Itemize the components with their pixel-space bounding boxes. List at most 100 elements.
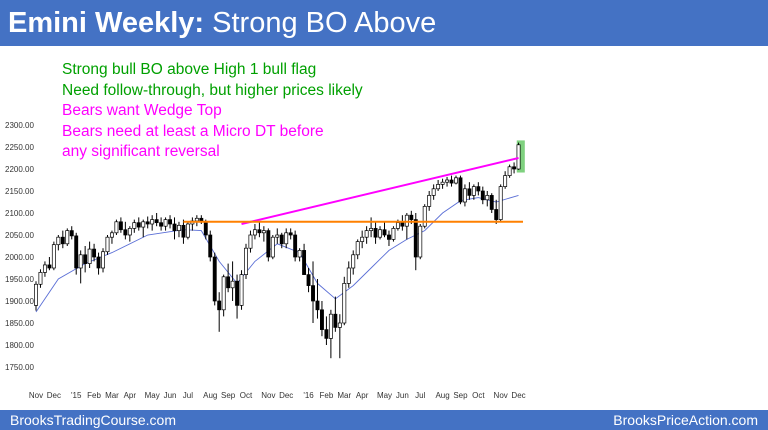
candle-body (342, 283, 347, 324)
candle-body (235, 280, 240, 306)
x-tick-label: Nov (494, 391, 508, 400)
candle-body (181, 224, 186, 238)
candle-body (494, 209, 499, 220)
x-tick-label: Dec (279, 391, 293, 400)
candle-body (114, 221, 119, 234)
candle-body (127, 228, 132, 236)
x-tick-label: May (377, 391, 392, 400)
y-tick-label: 1750.00 (5, 363, 34, 372)
candle-body (387, 234, 391, 240)
candle-body (373, 228, 378, 238)
y-tick-label: 2000.00 (5, 253, 34, 262)
candle-body (413, 219, 418, 258)
candle-body (168, 219, 172, 225)
x-tick-label: Aug (203, 391, 217, 400)
candle-body (194, 217, 199, 222)
candle-body (239, 274, 244, 306)
wedge-line (241, 157, 519, 225)
y-tick-label: 2050.00 (5, 231, 34, 240)
candle-body (92, 248, 97, 258)
x-tick-label: Sep (221, 391, 236, 400)
candle-body (395, 222, 400, 229)
candle-body (404, 214, 409, 227)
y-tick-label: 2150.00 (5, 187, 34, 196)
candle-body (427, 195, 432, 207)
title-rest: Strong BO Above (204, 7, 437, 39)
candle-body (328, 313, 333, 339)
candle-body (369, 228, 374, 231)
candle-body (409, 214, 414, 220)
candle-body (418, 225, 423, 258)
note-line-4: Bears need at least a Micro DT before (62, 122, 324, 140)
candle-body (324, 329, 329, 339)
candle-body (244, 247, 248, 275)
weekly-candlestick-chart: 2300.00 2250.00 2200.00 2150.00 2100.00 2050.… (5, 121, 526, 400)
candle-body (248, 234, 253, 249)
candle-body (364, 230, 369, 238)
x-tick-label: Dec (47, 391, 61, 400)
candle-body (306, 274, 311, 286)
candle-body (87, 248, 92, 264)
candle-body (378, 229, 382, 238)
candle-body (498, 186, 503, 220)
candle-body (311, 285, 315, 302)
candle-body (270, 236, 275, 258)
y-tick-label: 1950.00 (5, 275, 34, 284)
x-tick-label: Mar (337, 391, 351, 400)
x-tick-label: Aug (435, 391, 449, 400)
candle-body (226, 276, 231, 289)
candle-body (467, 188, 472, 196)
candle-body (123, 229, 128, 236)
candle-body (436, 184, 441, 190)
candle-body (360, 236, 365, 242)
candle-body (355, 241, 360, 256)
candle-body (159, 222, 164, 227)
x-tick-label: Oct (472, 391, 485, 400)
x-tick-label: Apr (124, 391, 137, 400)
candle-body (203, 221, 208, 236)
candle-body (185, 223, 190, 238)
candle-body (56, 236, 61, 246)
x-tick-label: Sep (453, 391, 468, 400)
footer-bar: BrooksTradingCourse.com BrooksPriceActio… (0, 410, 768, 430)
candle-body (315, 300, 320, 311)
candle-body (337, 322, 342, 328)
candle-body (261, 230, 266, 234)
x-tick-label: Nov (261, 391, 275, 400)
moving-average-line (35, 194, 519, 313)
candle-body (132, 222, 137, 229)
candle-body (279, 234, 284, 245)
note-line-5: any significant reversal (62, 143, 220, 160)
x-tick-label: Feb (320, 391, 334, 400)
candle-body (471, 186, 476, 196)
candle-body (118, 221, 123, 231)
candle-body (96, 256, 101, 269)
candle-body (507, 166, 512, 176)
candle-body (47, 264, 52, 269)
y-tick-label: 2100.00 (5, 209, 34, 218)
candle-body (136, 222, 141, 228)
candle-body (217, 300, 222, 311)
candle-body (320, 309, 324, 330)
candle-body (38, 272, 43, 285)
annotation-notes: Strong bull BO above High 1 bull flag Ne… (62, 60, 363, 163)
candle-body (101, 251, 105, 269)
footer-left-url: BrooksTradingCourse.com (10, 412, 176, 428)
title-bold: Emini Weekly: (8, 7, 205, 39)
candle-body (431, 188, 436, 196)
candle-body (266, 230, 271, 258)
candle-body (154, 219, 159, 224)
x-tick-label: Jul (415, 391, 425, 400)
candle-body (172, 223, 177, 231)
footer-right-url: BrooksPriceAction.com (613, 412, 758, 428)
x-tick-label: Oct (240, 391, 253, 400)
y-tick-label: 1800.00 (5, 341, 34, 350)
candle-body (110, 232, 114, 238)
candle-body (60, 236, 65, 245)
y-tick-label: 2200.00 (5, 165, 34, 174)
candle-body (230, 280, 235, 289)
candle-body (512, 166, 517, 170)
candle-body (150, 219, 155, 225)
candle-body (462, 188, 467, 203)
candle-body (74, 235, 79, 269)
